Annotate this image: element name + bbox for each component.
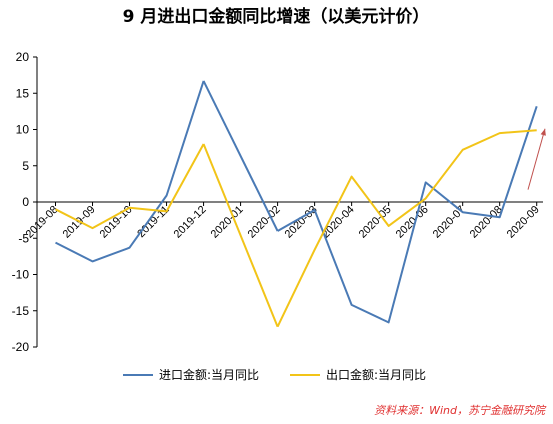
- y-tick-label: 0: [22, 195, 29, 209]
- axes: [36, 57, 543, 347]
- series-lines: [55, 80, 538, 328]
- legend: 进口金额:当月同比 出口金额:当月同比: [123, 367, 426, 382]
- x-tick-label: 2019-08: [24, 204, 61, 241]
- y-tick-label: -15: [12, 304, 30, 318]
- x-tick-label: 2020-07: [431, 204, 468, 241]
- y-tick-label: 5: [22, 159, 29, 173]
- y-ticks: -20 -15 -10 -5 0 5 10 15 20: [12, 50, 37, 354]
- y-tick-label: 10: [16, 123, 30, 137]
- series-line-0-bridge: [202, 80, 279, 232]
- y-tick-label: -5: [18, 231, 29, 245]
- y-tick-label: 20: [16, 50, 30, 64]
- x-ticks: 2019-08 2019-09 2019-10 2019-11 2019-12 2020-…: [24, 202, 542, 241]
- series-line-1-bridge: [202, 143, 279, 328]
- y-tick-label: -10: [12, 268, 30, 282]
- x-tick-label: 2020-09: [505, 204, 542, 241]
- legend-label-import: 进口金额:当月同比: [159, 367, 259, 382]
- source-note: 资料来源：Wind，苏宁金融研究院: [374, 404, 547, 417]
- series-line-0: [55, 80, 538, 324]
- x-tick-label: 2020-02: [246, 204, 283, 241]
- y-tick-label: -20: [12, 340, 30, 354]
- trend-arrow: [527, 128, 546, 190]
- series-line-1: [55, 129, 537, 328]
- chart-title: 9 月进出口金额同比增速（以美元计价）: [123, 6, 430, 27]
- arrow-head: [540, 128, 546, 136]
- y-tick-label: 15: [16, 86, 30, 100]
- arrow-shaft: [527, 128, 546, 190]
- legend-label-export: 出口金额:当月同比: [326, 367, 426, 382]
- x-tick-label: 2020-08: [468, 204, 505, 241]
- x-tick-label: 2019-12: [172, 204, 209, 241]
